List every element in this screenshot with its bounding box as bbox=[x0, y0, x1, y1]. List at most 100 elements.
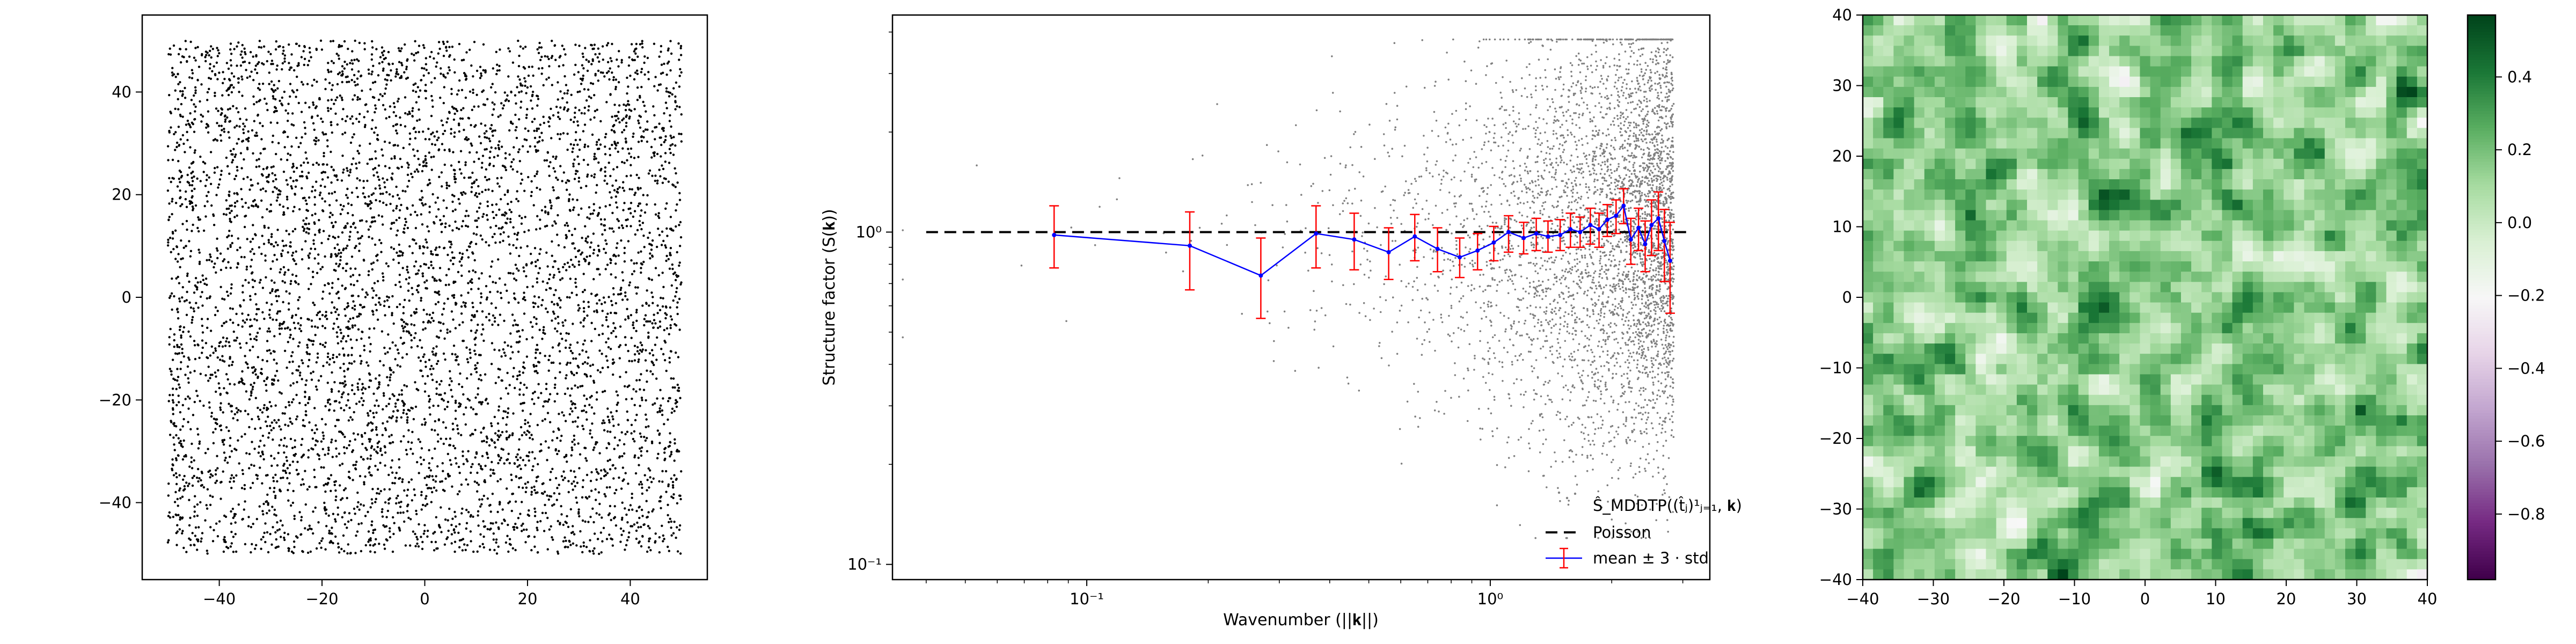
heatmap-cell bbox=[2355, 477, 2366, 488]
mean-point-12 bbox=[1521, 236, 1526, 240]
heatmap-cell bbox=[2417, 118, 2428, 128]
heatmap-cell bbox=[1996, 518, 2007, 529]
heatmap-cell bbox=[2119, 66, 2130, 77]
heatmap-cell bbox=[2222, 282, 2233, 293]
heatmap-cell bbox=[2037, 220, 2048, 231]
heatmap-cell bbox=[2386, 477, 2397, 488]
heatmap-cell bbox=[2324, 220, 2336, 231]
heatmap-cell bbox=[2201, 354, 2212, 364]
heatmap-cell bbox=[2150, 240, 2161, 252]
heatmap-cell bbox=[1955, 497, 1966, 508]
heatmap-cell bbox=[1955, 466, 1966, 478]
heatmap-cell bbox=[2191, 312, 2202, 324]
heatmap-cell bbox=[2366, 200, 2376, 211]
heatmap-cell bbox=[2252, 508, 2264, 518]
heatmap-cell bbox=[2273, 394, 2284, 406]
heatmap-cell bbox=[2263, 220, 2274, 231]
heatmap-cell bbox=[2212, 333, 2223, 344]
heatmap-cell bbox=[2160, 415, 2171, 426]
heatmap-cell bbox=[1934, 86, 1945, 98]
heatmap-cell bbox=[2027, 189, 2038, 200]
heatmap-cell bbox=[2252, 107, 2264, 118]
heatmap-cell bbox=[1893, 292, 1905, 303]
heatmap-cell bbox=[1955, 46, 1966, 57]
heatmap-cell bbox=[2355, 518, 2366, 529]
heatmap-cell bbox=[2140, 56, 2151, 67]
heatmap-cell bbox=[2386, 466, 2397, 478]
heatmap-cell bbox=[2037, 528, 2048, 539]
heatmap-cell bbox=[2047, 302, 2059, 313]
heatmap-cell bbox=[2098, 426, 2110, 436]
heatmap-cell bbox=[1945, 261, 1956, 272]
heatmap-cell bbox=[2304, 15, 2315, 26]
heatmap-cell bbox=[2222, 138, 2233, 149]
heatmap-cell bbox=[1873, 569, 1884, 580]
heatmap-cell bbox=[2098, 220, 2110, 231]
heatmap-cell bbox=[2222, 436, 2233, 447]
heatmap-cell bbox=[2047, 323, 2059, 334]
heatmap-cell bbox=[2027, 169, 2038, 180]
heatmap-cell bbox=[2191, 497, 2202, 508]
heatmap-cell bbox=[1965, 405, 1976, 416]
heatmap-cell bbox=[1914, 76, 1925, 87]
heatmap-cell bbox=[2396, 497, 2407, 508]
heatmap-cell bbox=[2222, 466, 2233, 478]
heatmap-cell bbox=[1873, 508, 1884, 518]
heatmap-cell bbox=[2232, 538, 2243, 550]
heatmap-cell bbox=[1863, 282, 1874, 293]
heatmap-cell bbox=[2068, 518, 2079, 529]
heatmap-cell bbox=[2016, 56, 2028, 67]
heatmap-cell bbox=[2396, 107, 2407, 118]
heatmap-cell bbox=[2140, 333, 2151, 344]
heatmap-cell bbox=[2396, 415, 2407, 426]
heatmap-cell bbox=[2201, 138, 2212, 149]
mean-point-17 bbox=[1578, 230, 1583, 235]
heatmap-cell bbox=[2170, 518, 2182, 529]
heatmap-cell bbox=[1924, 384, 1935, 396]
heatmap-cell bbox=[2047, 220, 2059, 231]
heatmap-cell bbox=[2129, 179, 2141, 190]
heatmap-cell bbox=[2078, 25, 2089, 36]
heatmap-cell bbox=[2304, 518, 2315, 529]
heatmap-cell bbox=[1945, 128, 1956, 139]
heatmap-cell bbox=[2334, 46, 2346, 57]
heatmap-cell bbox=[1904, 169, 1915, 180]
heatmap-cell bbox=[1986, 528, 1997, 539]
heatmap-cell bbox=[1924, 230, 1935, 241]
heatmap-cell bbox=[2180, 292, 2192, 303]
heatmap-cell bbox=[2098, 15, 2110, 26]
heatmap-cell bbox=[2417, 456, 2428, 467]
heatmap-cell bbox=[2109, 538, 2120, 550]
heatmap-cell bbox=[1863, 210, 1874, 221]
heatmap-cell bbox=[2088, 548, 2099, 560]
heatmap-cell bbox=[2294, 97, 2305, 108]
heatmap-cell bbox=[2088, 158, 2099, 170]
heatmap-cell bbox=[2160, 466, 2171, 478]
heatmap-cell bbox=[2098, 272, 2110, 282]
heatmap-cell bbox=[2284, 497, 2294, 508]
heatmap-cell bbox=[2406, 559, 2418, 570]
heatmap-cell bbox=[2098, 46, 2110, 57]
heatmap-cell bbox=[2417, 251, 2428, 262]
heatmap-cell bbox=[2160, 343, 2171, 354]
heatmap-cell bbox=[2047, 446, 2059, 457]
heatmap-cell bbox=[1955, 56, 1966, 67]
heatmap-cell bbox=[2222, 179, 2233, 190]
heatmap-cell bbox=[1934, 508, 1945, 518]
mean-point-26 bbox=[1649, 223, 1654, 228]
heatmap-cell bbox=[2037, 158, 2048, 170]
heatmap-cell bbox=[2170, 86, 2182, 98]
heatmap-cell bbox=[2088, 569, 2099, 580]
heatmap-cell bbox=[2345, 56, 2356, 67]
heatmap-cell bbox=[1904, 261, 1915, 272]
heatmap-cell bbox=[1914, 200, 1925, 211]
heatmap-cell bbox=[2406, 128, 2418, 139]
heatmap-cell bbox=[2016, 200, 2028, 211]
heatmap-cell bbox=[1996, 312, 2007, 324]
x-tick-2-label: −20 bbox=[1987, 590, 2020, 608]
heatmap-cell bbox=[2242, 323, 2253, 334]
heatmap-cell bbox=[2170, 261, 2182, 272]
heatmap-cell bbox=[1863, 456, 1874, 467]
heatmap-cell bbox=[1863, 384, 1874, 396]
heatmap-cell bbox=[1986, 46, 1997, 57]
